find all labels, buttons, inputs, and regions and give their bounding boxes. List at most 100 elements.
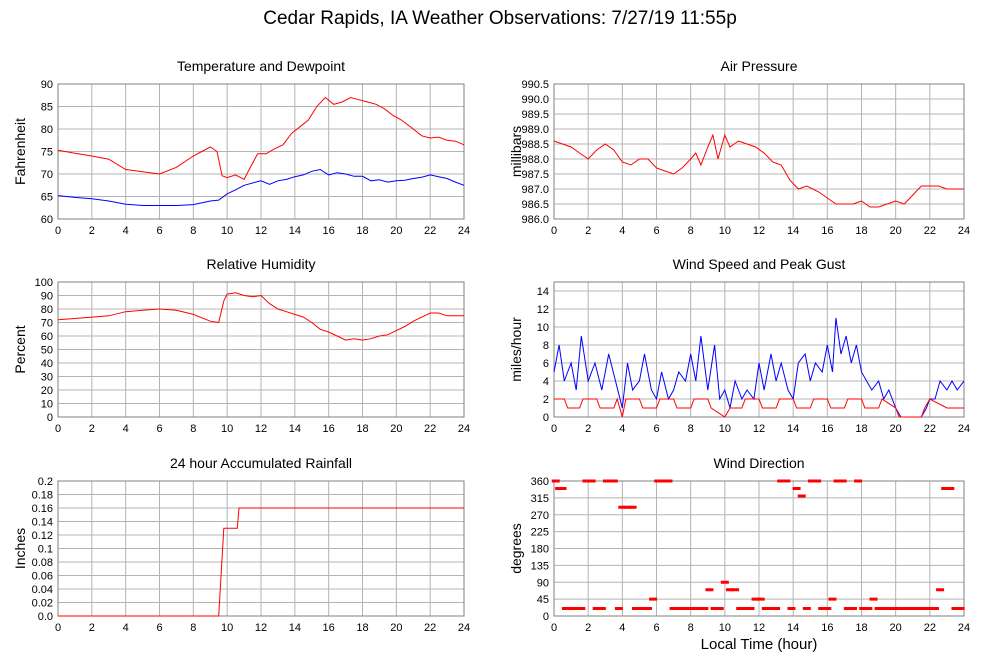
y-tick-label: 0.0 [38, 611, 53, 623]
plot-frame [553, 83, 965, 220]
y-tick-label: 360 [531, 476, 549, 488]
x-tick-label: 12 [753, 225, 765, 237]
data-point [659, 479, 668, 483]
data-point [879, 607, 888, 610]
data-point [756, 597, 765, 601]
x-tick-label: 24 [458, 423, 470, 435]
data-point [725, 588, 734, 592]
data-point [900, 607, 909, 610]
y-tick-label: 2 [543, 394, 549, 406]
x-tick-label: 4 [123, 423, 129, 435]
data-point [551, 479, 560, 483]
x-tick-label: 10 [719, 225, 731, 237]
y-tick-label: 8 [543, 340, 549, 352]
data-point [843, 607, 852, 610]
data-point [936, 588, 945, 592]
y-tick-label: 90 [41, 291, 53, 303]
y-tick-label: 12 [537, 304, 549, 316]
data-point [649, 597, 658, 601]
data-point [884, 607, 893, 610]
data-point [761, 607, 770, 610]
x-tick-label: 24 [958, 423, 970, 435]
x-tick-label: 12 [753, 622, 765, 634]
y-tick-label: 180 [531, 544, 549, 556]
y-tick-label: 0.14 [32, 517, 53, 529]
x-tick-label: 22 [424, 225, 436, 237]
panel-title: Air Pressure [720, 58, 797, 74]
x-tick-label: 6 [156, 622, 162, 634]
x-tick-label: 14 [289, 622, 301, 634]
y-tick-label: 0.06 [32, 571, 53, 583]
y-tick-label: 60 [41, 214, 53, 226]
y-tick-label: 4 [543, 376, 549, 388]
x-tick-label: 12 [255, 225, 267, 237]
data-point [869, 597, 878, 601]
data-point [956, 607, 965, 610]
data-point [854, 479, 863, 483]
y-tick-label: 80 [41, 304, 53, 316]
x-tick-label: 0 [551, 423, 557, 435]
wind-direction-chart: 0 2 4 6 8 10 12 14 16 18 20 22 240459013518022527031… [508, 455, 970, 634]
y-tick-label: 50 [41, 345, 53, 357]
x-tick-label: 14 [289, 423, 301, 435]
y-tick-label: 0 [543, 412, 549, 424]
y-tick-label: 988.5 [521, 139, 549, 151]
data-point [695, 607, 704, 610]
x-tick-label: 2 [89, 423, 95, 435]
y-tick-label: 0 [47, 412, 53, 424]
data-point [720, 580, 729, 584]
x-tick-label: 4 [123, 225, 129, 237]
x-tick-label: 20 [890, 423, 902, 435]
x-tick-label: 6 [653, 423, 659, 435]
data-point [802, 607, 811, 610]
data-point [561, 607, 570, 610]
y-tick-label: 0 [543, 611, 549, 623]
x-tick-label: 20 [390, 225, 402, 237]
x-tick-label: 2 [585, 622, 591, 634]
y-tick-label: 989.5 [521, 109, 549, 121]
panel-title: Temperature and Dewpoint [177, 58, 345, 74]
y-tick-label: 6 [543, 358, 549, 370]
y-tick-label: 10 [537, 322, 549, 334]
y-tick-label: 45 [537, 594, 549, 606]
y-tick-label: 90 [537, 577, 549, 589]
x-tick-label: 6 [653, 622, 659, 634]
x-tick-label: 22 [924, 225, 936, 237]
x-tick-label: 20 [390, 622, 402, 634]
x-tick-label: 22 [424, 423, 436, 435]
data-point [567, 607, 576, 610]
x-tick-label: 8 [688, 622, 694, 634]
x-tick-label: 4 [123, 622, 129, 634]
data-point [848, 607, 857, 610]
y-tick-label: 0.08 [32, 557, 53, 569]
data-point [874, 607, 883, 610]
x-tick-label: 0 [55, 622, 61, 634]
x-tick-label: 24 [958, 225, 970, 237]
x-axis-caption: Local Time (hour) [700, 636, 818, 653]
x-tick-label: 0 [55, 423, 61, 435]
page-title: Cedar Rapids, IA Weather Observations: 7… [263, 8, 737, 29]
x-tick-label: 2 [585, 423, 591, 435]
data-point [705, 588, 714, 592]
data-point [700, 607, 709, 610]
y-axis-label: millibars [508, 126, 524, 177]
x-tick-label: 8 [688, 423, 694, 435]
series-line [57, 292, 464, 341]
data-point [823, 607, 832, 610]
data-point [828, 597, 837, 601]
x-tick-label: 6 [156, 225, 162, 237]
data-point [638, 607, 647, 610]
x-tick-label: 0 [55, 225, 61, 237]
data-point [715, 607, 724, 610]
y-tick-label: 990.5 [521, 79, 549, 91]
rainfall-chart: 0 2 4 6 8 10 12 14 16 18 20 22 240.00.020.040.060.08… [12, 455, 470, 634]
y-axis-label: degrees [508, 523, 524, 574]
y-tick-label: 0.2 [38, 476, 53, 488]
data-point [654, 479, 663, 483]
x-tick-label: 0 [551, 225, 557, 237]
data-point [643, 607, 652, 610]
x-tick-label: 4 [619, 622, 625, 634]
y-tick-label: 90 [41, 79, 53, 91]
panel-title: Wind Direction [713, 455, 804, 471]
x-tick-label: 18 [356, 622, 368, 634]
